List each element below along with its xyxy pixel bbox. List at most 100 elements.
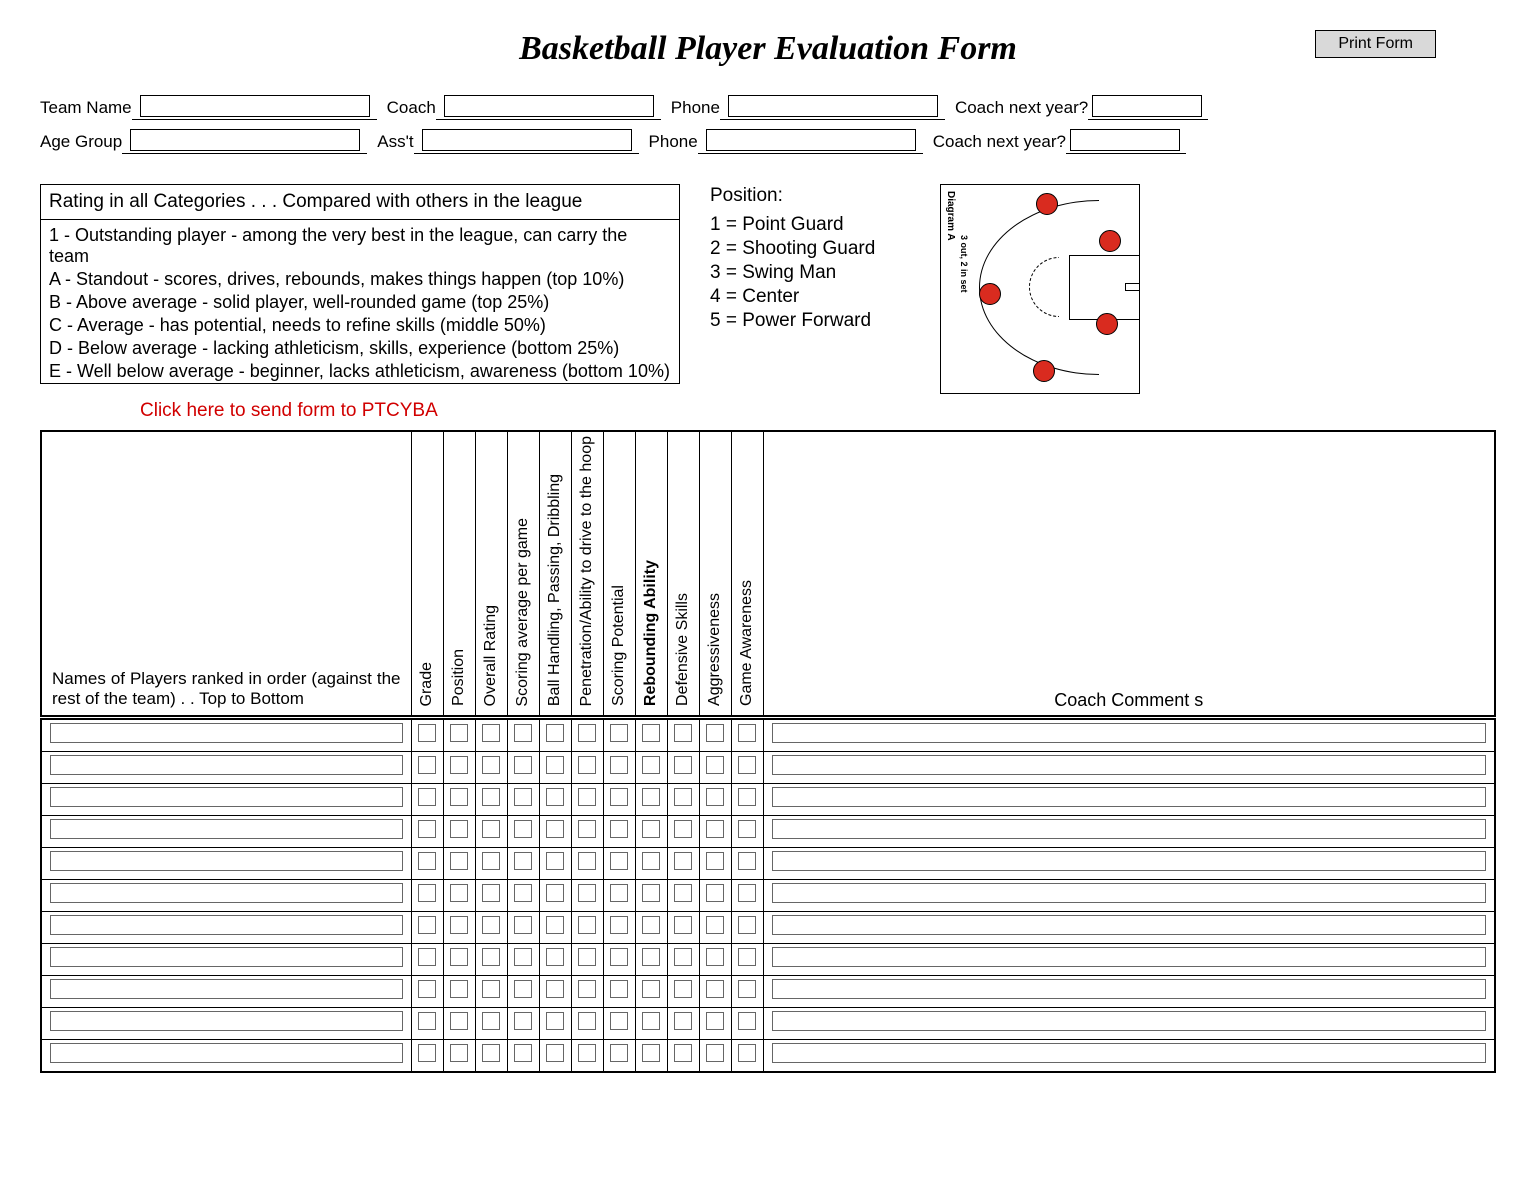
comment-input[interactable] <box>772 1043 1487 1063</box>
rating-input[interactable] <box>674 980 692 998</box>
rating-input[interactable] <box>450 1012 468 1030</box>
rating-input[interactable] <box>418 788 436 806</box>
rating-input[interactable] <box>418 756 436 774</box>
rating-input[interactable] <box>514 756 532 774</box>
rating-input[interactable] <box>610 788 628 806</box>
rating-input[interactable] <box>738 820 756 838</box>
player-name-input[interactable] <box>50 851 403 871</box>
rating-input[interactable] <box>514 980 532 998</box>
rating-input[interactable] <box>642 1012 660 1030</box>
rating-input[interactable] <box>674 820 692 838</box>
rating-input[interactable] <box>418 980 436 998</box>
rating-input[interactable] <box>546 852 564 870</box>
comment-input[interactable] <box>772 1011 1487 1031</box>
rating-input[interactable] <box>738 852 756 870</box>
cny2-input[interactable] <box>1070 129 1180 151</box>
rating-input[interactable] <box>738 724 756 742</box>
rating-input[interactable] <box>418 948 436 966</box>
coach-input[interactable] <box>444 95 654 117</box>
rating-input[interactable] <box>642 980 660 998</box>
rating-input[interactable] <box>642 916 660 934</box>
rating-input[interactable] <box>418 916 436 934</box>
rating-input[interactable] <box>450 916 468 934</box>
rating-input[interactable] <box>514 724 532 742</box>
rating-input[interactable] <box>546 1044 564 1062</box>
rating-input[interactable] <box>674 916 692 934</box>
rating-input[interactable] <box>482 788 500 806</box>
rating-input[interactable] <box>514 1012 532 1030</box>
phone1-input[interactable] <box>728 95 938 117</box>
player-name-input[interactable] <box>50 1011 403 1031</box>
comment-input[interactable] <box>772 755 1487 775</box>
age-group-input[interactable] <box>130 129 360 151</box>
send-form-link[interactable]: Click here to send form to PTCYBA <box>140 400 1496 422</box>
rating-input[interactable] <box>642 852 660 870</box>
rating-input[interactable] <box>610 724 628 742</box>
comment-input[interactable] <box>772 883 1487 903</box>
rating-input[interactable] <box>482 820 500 838</box>
rating-input[interactable] <box>610 820 628 838</box>
rating-input[interactable] <box>642 1044 660 1062</box>
rating-input[interactable] <box>578 916 596 934</box>
comment-input[interactable] <box>772 819 1487 839</box>
rating-input[interactable] <box>674 948 692 966</box>
rating-input[interactable] <box>738 980 756 998</box>
rating-input[interactable] <box>578 884 596 902</box>
rating-input[interactable] <box>546 1012 564 1030</box>
rating-input[interactable] <box>450 1044 468 1062</box>
rating-input[interactable] <box>546 820 564 838</box>
player-name-input[interactable] <box>50 787 403 807</box>
rating-input[interactable] <box>642 724 660 742</box>
rating-input[interactable] <box>738 884 756 902</box>
rating-input[interactable] <box>450 788 468 806</box>
rating-input[interactable] <box>514 852 532 870</box>
comment-input[interactable] <box>772 979 1487 999</box>
rating-input[interactable] <box>706 788 724 806</box>
rating-input[interactable] <box>610 980 628 998</box>
rating-input[interactable] <box>610 1044 628 1062</box>
rating-input[interactable] <box>706 1012 724 1030</box>
rating-input[interactable] <box>674 788 692 806</box>
rating-input[interactable] <box>578 756 596 774</box>
rating-input[interactable] <box>674 756 692 774</box>
player-name-input[interactable] <box>50 947 403 967</box>
rating-input[interactable] <box>546 884 564 902</box>
rating-input[interactable] <box>450 980 468 998</box>
rating-input[interactable] <box>674 724 692 742</box>
comment-input[interactable] <box>772 915 1487 935</box>
rating-input[interactable] <box>610 1012 628 1030</box>
asst-input[interactable] <box>422 129 632 151</box>
rating-input[interactable] <box>482 948 500 966</box>
rating-input[interactable] <box>642 788 660 806</box>
rating-input[interactable] <box>418 724 436 742</box>
rating-input[interactable] <box>514 1044 532 1062</box>
rating-input[interactable] <box>738 1012 756 1030</box>
player-name-input[interactable] <box>50 755 403 775</box>
comment-input[interactable] <box>772 723 1487 743</box>
rating-input[interactable] <box>418 852 436 870</box>
rating-input[interactable] <box>642 948 660 966</box>
rating-input[interactable] <box>578 1044 596 1062</box>
rating-input[interactable] <box>674 1044 692 1062</box>
print-form-button[interactable]: Print Form <box>1315 30 1436 58</box>
rating-input[interactable] <box>482 980 500 998</box>
comment-input[interactable] <box>772 947 1487 967</box>
rating-input[interactable] <box>706 980 724 998</box>
player-name-input[interactable] <box>50 723 403 743</box>
rating-input[interactable] <box>482 916 500 934</box>
rating-input[interactable] <box>706 948 724 966</box>
rating-input[interactable] <box>610 916 628 934</box>
rating-input[interactable] <box>610 884 628 902</box>
rating-input[interactable] <box>610 756 628 774</box>
rating-input[interactable] <box>706 884 724 902</box>
rating-input[interactable] <box>514 916 532 934</box>
rating-input[interactable] <box>578 948 596 966</box>
rating-input[interactable] <box>546 980 564 998</box>
rating-input[interactable] <box>450 884 468 902</box>
rating-input[interactable] <box>610 948 628 966</box>
rating-input[interactable] <box>514 820 532 838</box>
rating-input[interactable] <box>738 948 756 966</box>
rating-input[interactable] <box>738 1044 756 1062</box>
rating-input[interactable] <box>514 884 532 902</box>
rating-input[interactable] <box>578 724 596 742</box>
